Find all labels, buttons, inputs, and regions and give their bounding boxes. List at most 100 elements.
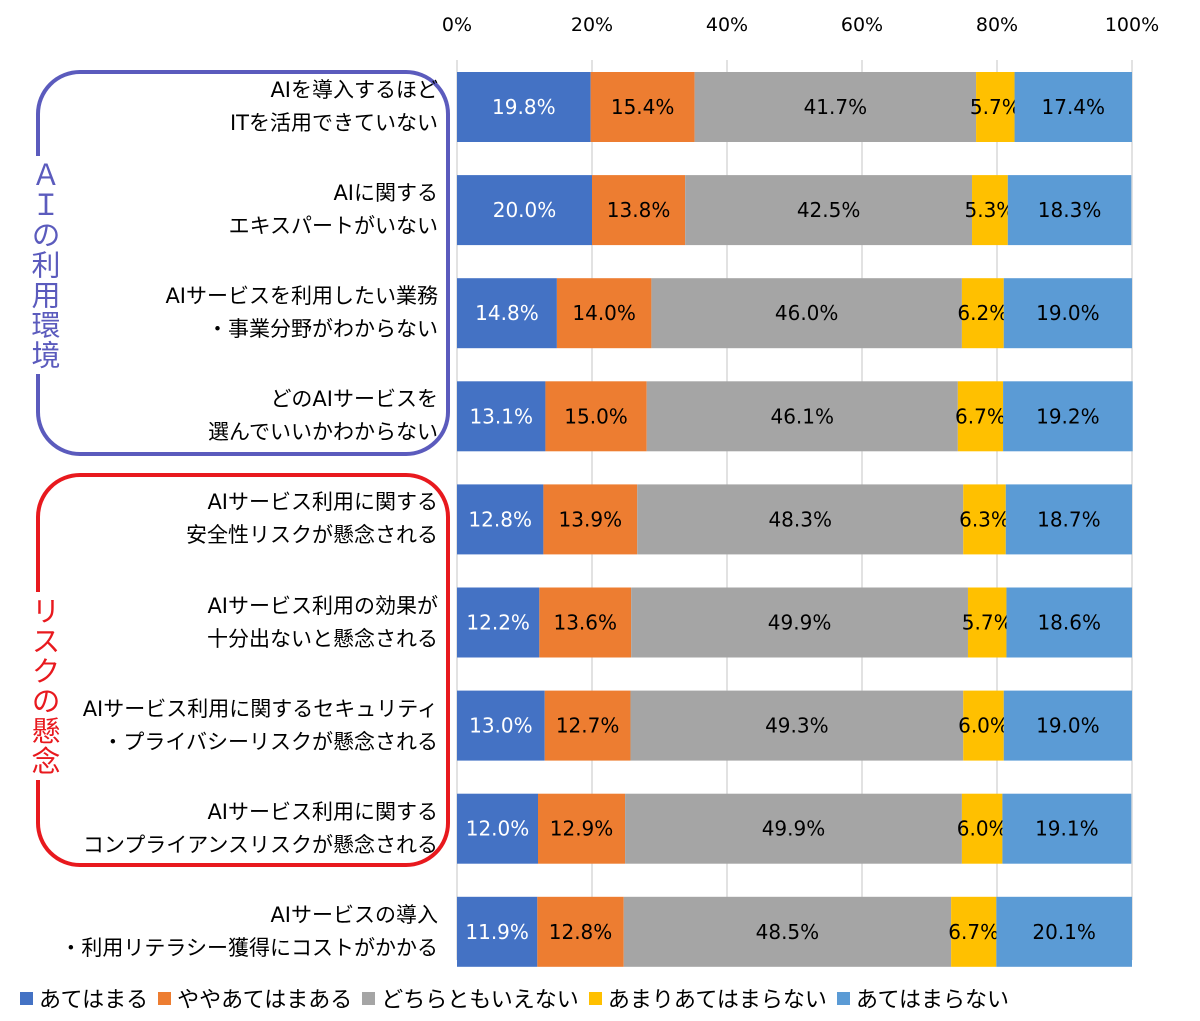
legend-label: あてはまらない	[855, 988, 1010, 1013]
data-label: 15.0%	[564, 404, 628, 428]
bar-segment	[625, 793, 962, 864]
data-label: 12.0%	[466, 817, 530, 841]
bar-segment	[457, 278, 557, 349]
bar-segment	[1007, 175, 1132, 246]
legend-swatch	[20, 991, 33, 1005]
data-label: 18.3%	[1038, 198, 1102, 222]
legend: あてはまる ややあてはまある どちらともいえない あまりあてはまらない あてはまらない	[20, 982, 1019, 1014]
bar-segment	[457, 175, 592, 246]
bar-segment	[951, 896, 997, 967]
bar-segment	[972, 175, 1008, 246]
data-label: 49.3%	[765, 714, 829, 738]
bar-segment	[544, 690, 631, 761]
bar-segment	[963, 484, 1006, 555]
data-label: 6.7%	[948, 920, 999, 944]
data-label: 6.2%	[957, 301, 1008, 325]
bar-segment	[1003, 381, 1133, 452]
data-label: 41.7%	[804, 95, 868, 119]
bar-segment	[630, 690, 964, 761]
bar-segment	[1005, 484, 1132, 555]
x-tick-label: 100%	[1105, 14, 1159, 36]
data-label: 12.8%	[468, 507, 532, 531]
bar-segment	[457, 484, 544, 555]
data-label: 6.0%	[957, 817, 1008, 841]
data-label: 20.0%	[493, 198, 557, 222]
legend-item: ややあてはまある	[158, 982, 352, 1014]
legend-item: あてはまらない	[836, 982, 1010, 1014]
category-label: AIサービス利用に関するセキュリティ ・プライバシーリスクが懸念される	[82, 696, 438, 754]
legend-label: ややあてはまある	[177, 988, 353, 1013]
bar-segment	[637, 484, 964, 555]
data-label: 15.4%	[611, 95, 675, 119]
bar-segment	[694, 72, 977, 142]
category-label: AIサービス利用に関する コンプライアンスリスクが懸念される	[82, 799, 438, 857]
data-label: 5.3%	[965, 198, 1016, 222]
data-label: 17.4%	[1042, 95, 1106, 119]
data-label: 18.6%	[1037, 611, 1101, 635]
bar-segment	[623, 896, 952, 967]
data-label: 13.0%	[469, 714, 533, 738]
legend-label: あてはまる	[39, 988, 149, 1013]
bar-segment	[1003, 690, 1132, 761]
bar-segment	[646, 381, 958, 452]
group-label-environment: ＡＩの利用環境	[18, 156, 62, 374]
data-label: 19.0%	[1036, 301, 1100, 325]
bar-segment	[457, 587, 540, 658]
bar-segment	[1002, 793, 1132, 864]
data-label: 42.5%	[797, 198, 861, 222]
category-label: AIサービス利用の効果が 十分出ないと懸念される	[207, 593, 438, 651]
bar-segment	[592, 175, 686, 246]
bar-segment	[538, 793, 626, 864]
group-label-risk: リスクの懸念	[18, 592, 62, 780]
category-label: どのAIサービスを 選んでいいかわからない	[208, 387, 438, 445]
data-label: 48.3%	[768, 507, 832, 531]
data-label: 5.7%	[970, 95, 1021, 119]
data-label: 6.7%	[955, 404, 1006, 428]
bar-segment	[651, 278, 962, 349]
data-label: 19.2%	[1036, 404, 1100, 428]
bar-segment	[457, 690, 545, 761]
bar-segment	[543, 484, 638, 555]
bar-segment	[1003, 278, 1132, 349]
bar-segment	[590, 72, 695, 142]
data-label: 19.8%	[492, 95, 556, 119]
legend-swatch	[362, 991, 376, 1005]
data-label: 48.5%	[756, 920, 820, 944]
bar-segment	[556, 278, 652, 349]
x-tick-label: 40%	[706, 14, 748, 36]
x-tick-label: 0%	[442, 14, 472, 36]
category-label: AIを導入するほど ITを活用できていない	[229, 78, 438, 135]
legend-swatch	[588, 991, 602, 1005]
legend-swatch	[836, 991, 850, 1005]
bar-segment	[967, 587, 1007, 658]
legend-label: どちらともいえない	[381, 988, 579, 1013]
data-label: 19.0%	[1036, 714, 1100, 738]
bar-segment	[545, 381, 647, 452]
bar-segment	[976, 72, 1015, 142]
data-label: 13.1%	[469, 404, 533, 428]
data-label: 14.0%	[572, 301, 636, 325]
data-label: 6.3%	[959, 507, 1010, 531]
bar-segment	[996, 896, 1132, 967]
data-label: 49.9%	[762, 817, 826, 841]
data-label: 20.1%	[1032, 920, 1096, 944]
bar-segment	[957, 381, 1004, 452]
category-label: AIサービスの導入 ・利用リテラシー獲得にコストがかかる	[60, 902, 438, 960]
data-label: 13.6%	[553, 611, 617, 635]
bar-segment	[631, 587, 968, 658]
data-label: 13.8%	[607, 198, 671, 222]
bar-segment	[457, 72, 591, 142]
data-label: 12.2%	[466, 611, 530, 635]
data-label: 11.9%	[465, 920, 529, 944]
data-label: 49.9%	[768, 611, 832, 635]
data-label: 19.1%	[1035, 817, 1099, 841]
bar-segment	[457, 381, 546, 452]
legend-label: あまりあてはまらない	[607, 988, 827, 1013]
data-label: 6.0%	[958, 714, 1009, 738]
data-label: 46.0%	[775, 301, 839, 325]
data-label: 5.7%	[962, 611, 1013, 635]
bar-segment	[961, 793, 1003, 864]
x-tick-label: 80%	[976, 14, 1018, 36]
